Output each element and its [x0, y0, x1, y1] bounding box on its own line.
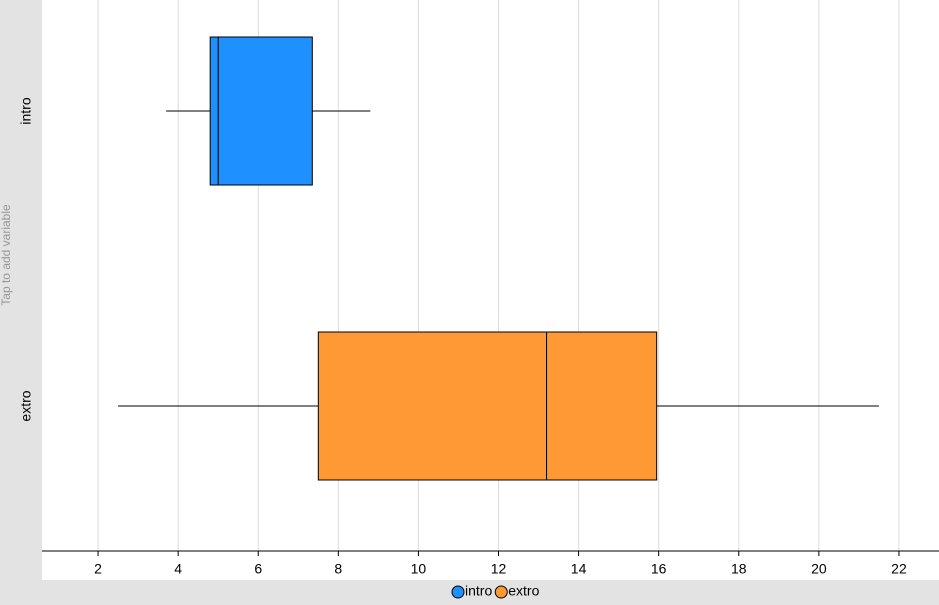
x-tick-label: 16	[651, 561, 667, 577]
category-label: intro	[18, 97, 34, 124]
x-tick-label: 2	[94, 561, 102, 577]
x-tick-label: 20	[811, 561, 827, 577]
box	[209, 36, 313, 186]
legend-label: extro	[508, 583, 539, 599]
x-tick-label: 8	[334, 561, 342, 577]
box	[317, 331, 658, 481]
legend-swatch	[494, 585, 508, 599]
y-axis-placeholder[interactable]: Tap to add variable	[0, 204, 13, 306]
x-tick-label: 10	[411, 561, 427, 577]
x-tick-label: 22	[891, 561, 907, 577]
x-tick-label: 14	[571, 561, 587, 577]
category-label: extro	[18, 390, 34, 421]
x-tick-label: 12	[491, 561, 507, 577]
x-tick-label: 18	[731, 561, 747, 577]
legend-panel	[0, 580, 939, 605]
side-panel	[0, 0, 42, 605]
legend-swatch	[451, 585, 465, 599]
x-tick-label: 6	[254, 561, 262, 577]
x-tick-label: 4	[174, 561, 182, 577]
legend-label: intro	[465, 583, 492, 599]
